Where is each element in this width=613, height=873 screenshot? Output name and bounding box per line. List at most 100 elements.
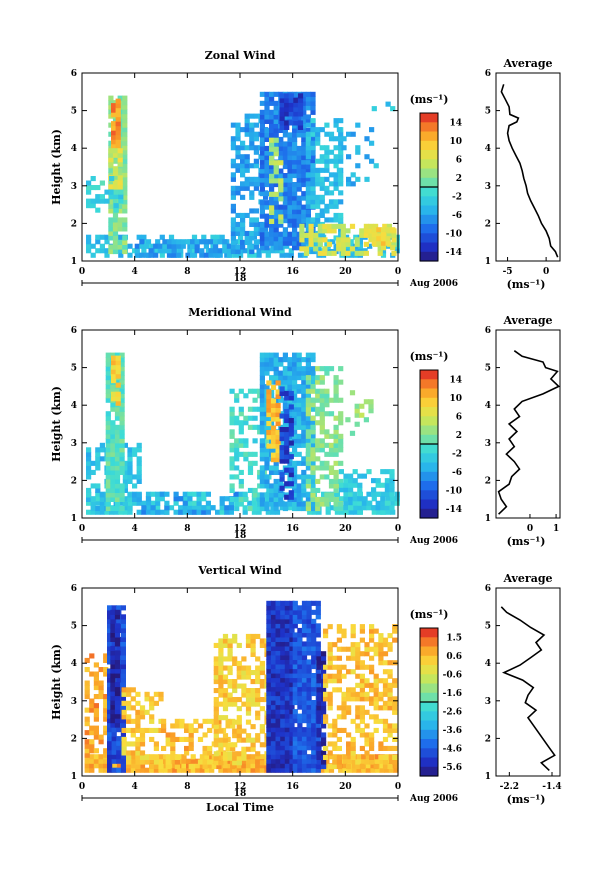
heatmap-cell [230, 208, 236, 214]
heatmap-cell [153, 754, 159, 760]
heatmap-cell [289, 695, 295, 701]
heatmap-cell [284, 636, 290, 642]
heatmap-cell [144, 759, 150, 765]
heatmap-cell [282, 195, 288, 201]
heatmap-cell [108, 249, 114, 255]
heatmap-cell [218, 656, 224, 662]
heatmap-cell [382, 678, 389, 684]
heatmap-cell [369, 700, 375, 706]
heatmap-cell [289, 686, 295, 692]
heatmap-cell [112, 244, 119, 250]
heatmap-cell [148, 248, 154, 254]
heatmap-cell [315, 397, 321, 403]
heatmap-cell [266, 763, 272, 769]
heatmap-cell [264, 361, 270, 367]
heatmap-cell [103, 752, 109, 758]
average-y-tick-label: 5 [485, 622, 491, 632]
heatmap-cell [289, 713, 295, 719]
heatmap-cell [265, 252, 271, 258]
heatmap-cell [112, 235, 119, 241]
heatmap-cell [321, 723, 327, 729]
heatmap-cell [306, 650, 312, 656]
heatmap-cell [327, 624, 333, 630]
heatmap-cell [284, 767, 290, 773]
heatmap-cell [389, 487, 395, 493]
heatmap-cell [240, 154, 246, 160]
heatmap-cell [236, 755, 242, 761]
heatmap-cell [342, 754, 348, 760]
heatmap-cell [306, 731, 312, 737]
heatmap-cell [199, 239, 205, 245]
heatmap-cell [111, 754, 117, 760]
heatmap-cell [333, 397, 339, 403]
heatmap-cell [282, 204, 288, 210]
heatmap-cell [259, 406, 265, 412]
heatmap-cell [264, 370, 270, 376]
heatmap-cell [273, 114, 279, 120]
heatmap-cell [259, 145, 265, 151]
heatmap-cell [301, 393, 307, 399]
heatmap-cell [382, 745, 389, 751]
heatmap-cell [252, 424, 258, 430]
heatmap-cell [119, 469, 125, 475]
heatmap-cell [394, 491, 400, 497]
heatmap-cell [292, 664, 298, 670]
heatmap-cell [112, 176, 119, 182]
heatmap-cell [273, 231, 279, 237]
heatmap-cell [284, 605, 290, 611]
heatmap-cell [159, 252, 165, 258]
heatmap-cell [280, 650, 286, 656]
heatmap-cell [264, 164, 270, 170]
heatmap-cell [145, 496, 152, 502]
heatmap-cell [139, 754, 146, 760]
heatmap-cell [234, 447, 240, 453]
heatmap-cell [227, 647, 233, 653]
heatmap-cell [319, 406, 325, 412]
heatmap-cell [297, 659, 303, 665]
heatmap-cell [235, 149, 241, 155]
heatmap-cell [303, 250, 310, 256]
heatmap-cell [153, 767, 159, 773]
heatmap-cell [301, 109, 307, 115]
heatmap-cell [333, 375, 339, 381]
heatmap-cell [292, 240, 298, 246]
heatmap-cell [230, 217, 236, 223]
heatmap-cell [292, 123, 298, 129]
heatmap-cell [99, 496, 105, 502]
heatmap-cell [296, 442, 302, 448]
heatmap-cell [144, 767, 150, 773]
heatmap-cell [346, 154, 352, 160]
heatmap-cell [122, 501, 128, 507]
heatmap-cell [253, 113, 259, 119]
heatmap-cell [213, 665, 219, 671]
heatmap-cell [110, 483, 116, 489]
heatmap-cell [114, 442, 121, 448]
heatmap-cell [324, 474, 330, 480]
heatmap-cell [229, 447, 235, 453]
x-tick-label: 0 [395, 524, 401, 534]
heatmap-cell [196, 505, 202, 511]
heatmap-cell [217, 252, 223, 258]
heatmap-cell [213, 760, 219, 766]
heatmap-cell [382, 637, 389, 643]
heatmap-cell [305, 447, 311, 453]
heatmap-cell [115, 112, 121, 118]
heatmap-cell [305, 379, 311, 385]
heatmap-cell [289, 645, 295, 651]
heatmap-cell [105, 492, 111, 498]
heatmap-cell [86, 492, 92, 498]
heatmap-cell [95, 207, 101, 213]
heatmap-cell [306, 600, 312, 606]
heatmap-cell [296, 460, 302, 466]
heatmap-cell [266, 443, 272, 449]
heatmap-cell [135, 723, 141, 729]
heatmap-cell [174, 736, 180, 742]
heatmap-cell [328, 478, 335, 484]
heatmap-cell [266, 438, 272, 444]
heatmap-cell [371, 496, 377, 502]
heatmap-cell [227, 742, 233, 748]
heatmap-cell [104, 234, 110, 240]
heatmap-cell [245, 763, 252, 769]
y-tick-label: 4 [71, 144, 77, 154]
heatmap-cell [297, 754, 303, 760]
